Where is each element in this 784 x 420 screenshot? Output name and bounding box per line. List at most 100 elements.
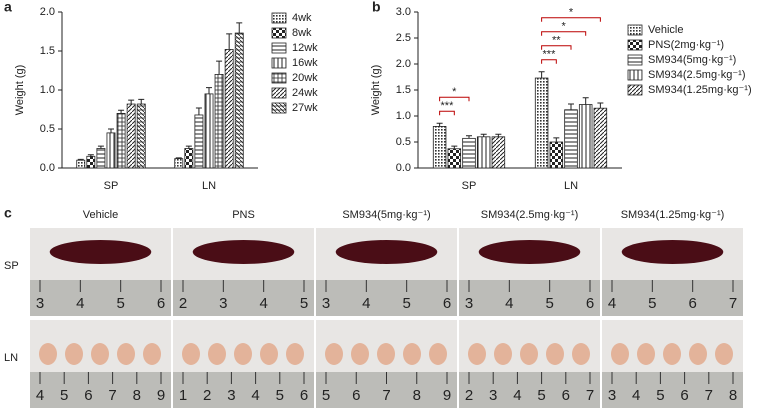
y-tick-label: 1.5: [396, 84, 411, 96]
ruler-number: 4: [513, 387, 521, 404]
bar: [184, 148, 194, 169]
lymph-node: [208, 343, 226, 365]
ruler-number: 6: [562, 387, 570, 404]
lymph-node: [117, 343, 135, 365]
ruler-number: 9: [157, 387, 165, 404]
legend-swatch: [271, 12, 287, 24]
lymph-node: [143, 343, 161, 365]
column-label: PNS: [232, 209, 255, 221]
ruler-number: 2: [465, 387, 473, 404]
ruler: [602, 372, 743, 408]
y-axis-label: Weight (g): [14, 65, 26, 116]
ruler-number: 8: [729, 387, 737, 404]
bar: [76, 159, 86, 169]
ruler-number: 3: [465, 295, 473, 312]
bar: [204, 93, 214, 169]
ruler-number: 5: [116, 295, 124, 312]
bar: [476, 136, 491, 169]
y-tick-label: 2.5: [396, 32, 411, 44]
lymph-node: [325, 343, 343, 365]
y-tick-label: 0.0: [396, 162, 411, 174]
bar: [549, 141, 564, 169]
legend-label: 20wk: [292, 72, 318, 84]
error-bar: [568, 103, 574, 110]
lymph-node: [637, 343, 655, 365]
error-bar: [185, 145, 192, 149]
lymph-node: [91, 343, 109, 365]
error-bar: [138, 98, 145, 105]
ruler: [173, 280, 314, 316]
legend-label: 27wk: [292, 102, 318, 114]
bar: [593, 107, 608, 169]
row-label: SP: [4, 260, 19, 272]
bar: [534, 77, 549, 169]
ruler-number: 5: [656, 387, 664, 404]
lymph-node: [468, 343, 486, 365]
legend-swatch: [271, 27, 287, 39]
error-bar: [538, 71, 545, 79]
ruler-number: 5: [322, 387, 330, 404]
column-label: SM934(2.5mg·kg⁻¹): [481, 209, 579, 221]
ruler: [602, 280, 743, 316]
legend-swatch: [271, 87, 287, 99]
bar: [174, 158, 184, 169]
ruler-number: 3: [322, 295, 330, 312]
error-bar: [597, 102, 604, 109]
legend-swatch: [271, 102, 287, 114]
ruler-number: 6: [352, 387, 360, 404]
y-tick-label: 1.5: [40, 45, 55, 57]
ruler-number: 5: [537, 387, 545, 404]
ruler-number: 4: [505, 295, 513, 312]
ruler-number: 7: [705, 387, 713, 404]
bar: [564, 109, 578, 169]
error-bar: [128, 99, 135, 105]
ruler-number: 7: [586, 387, 594, 404]
lymph-node: [351, 343, 369, 365]
legend-swatch: [627, 84, 643, 96]
bar: [136, 103, 146, 169]
ruler-number: 3: [489, 387, 497, 404]
ruler-number: 2: [179, 295, 187, 312]
ruler-number: 3: [219, 295, 227, 312]
error-bar: [87, 154, 94, 157]
ruler-number: 5: [402, 295, 410, 312]
lymph-node: [234, 343, 252, 365]
error-bar: [118, 109, 125, 114]
ruler-number: 5: [276, 387, 284, 404]
bar: [578, 104, 593, 169]
column-label: Vehicle: [83, 209, 118, 221]
bar: [96, 148, 106, 169]
bar: [126, 103, 136, 169]
lymph-node: [403, 343, 421, 365]
legend-label: 4wk: [292, 12, 312, 24]
lymph-node: [39, 343, 57, 365]
spleen: [335, 240, 438, 264]
legend-label: SM934(5mg·kg⁻¹): [648, 54, 736, 66]
legend-swatch: [627, 54, 643, 66]
panel-label: c: [4, 205, 12, 221]
ruler: [30, 372, 171, 408]
bar: [491, 136, 506, 169]
bar: [447, 148, 462, 169]
ruler-number: 4: [251, 387, 259, 404]
ruler-number: 6: [680, 387, 688, 404]
legend-swatch: [627, 24, 643, 36]
significance-label: **: [552, 35, 561, 47]
error-bar: [108, 128, 114, 133]
spleen: [192, 240, 295, 264]
y-tick-label: 2.0: [396, 58, 411, 70]
significance-label: ***: [441, 100, 455, 112]
legend-label: 24wk: [292, 87, 318, 99]
ruler-number: 4: [362, 295, 370, 312]
column-label: SM934(1.25mg·kg⁻¹): [621, 209, 725, 221]
lymph-node: [546, 343, 564, 365]
error-bar: [226, 33, 233, 50]
error-bar: [582, 97, 589, 105]
ruler-number: 7: [382, 387, 390, 404]
x-tick-label: LN: [564, 180, 578, 192]
ruler-number: 9: [443, 387, 451, 404]
ruler-number: 4: [632, 387, 640, 404]
error-bar: [175, 157, 182, 159]
lymph-node: [182, 343, 200, 365]
